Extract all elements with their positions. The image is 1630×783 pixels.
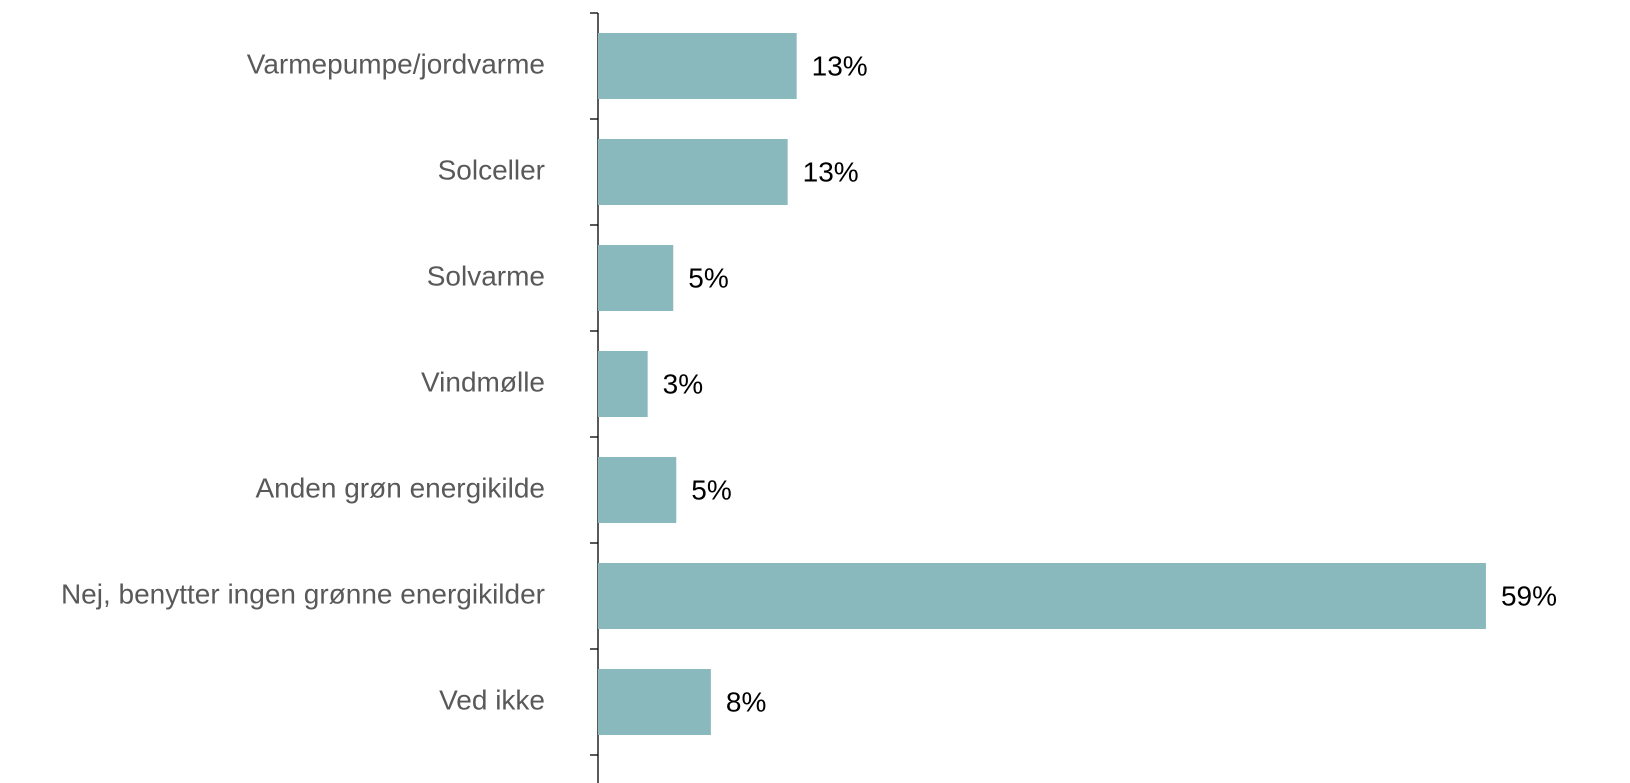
- bar: [598, 563, 1486, 629]
- category-label: Varmepumpe/jordvarme: [247, 48, 545, 79]
- value-label: 13%: [803, 156, 859, 187]
- bar: [598, 245, 674, 311]
- value-label: 59%: [1501, 580, 1557, 611]
- value-label: 5%: [688, 262, 728, 293]
- bar: [598, 33, 797, 99]
- category-label: Ved ikke: [439, 684, 545, 715]
- bar: [598, 457, 677, 523]
- value-label: 5%: [691, 474, 731, 505]
- bar: [598, 139, 788, 205]
- category-label: Solceller: [438, 154, 545, 185]
- bar: [598, 351, 648, 417]
- value-label: 3%: [663, 368, 703, 399]
- category-label: Anden grøn energikilde: [255, 472, 545, 503]
- value-label: 8%: [726, 686, 766, 717]
- bar: [598, 669, 711, 735]
- category-label: Vindmølle: [421, 366, 545, 397]
- category-label: Solvarme: [427, 260, 545, 291]
- category-label: Nej, benytter ingen grønne energikilder: [61, 578, 545, 609]
- value-label: 13%: [812, 50, 868, 81]
